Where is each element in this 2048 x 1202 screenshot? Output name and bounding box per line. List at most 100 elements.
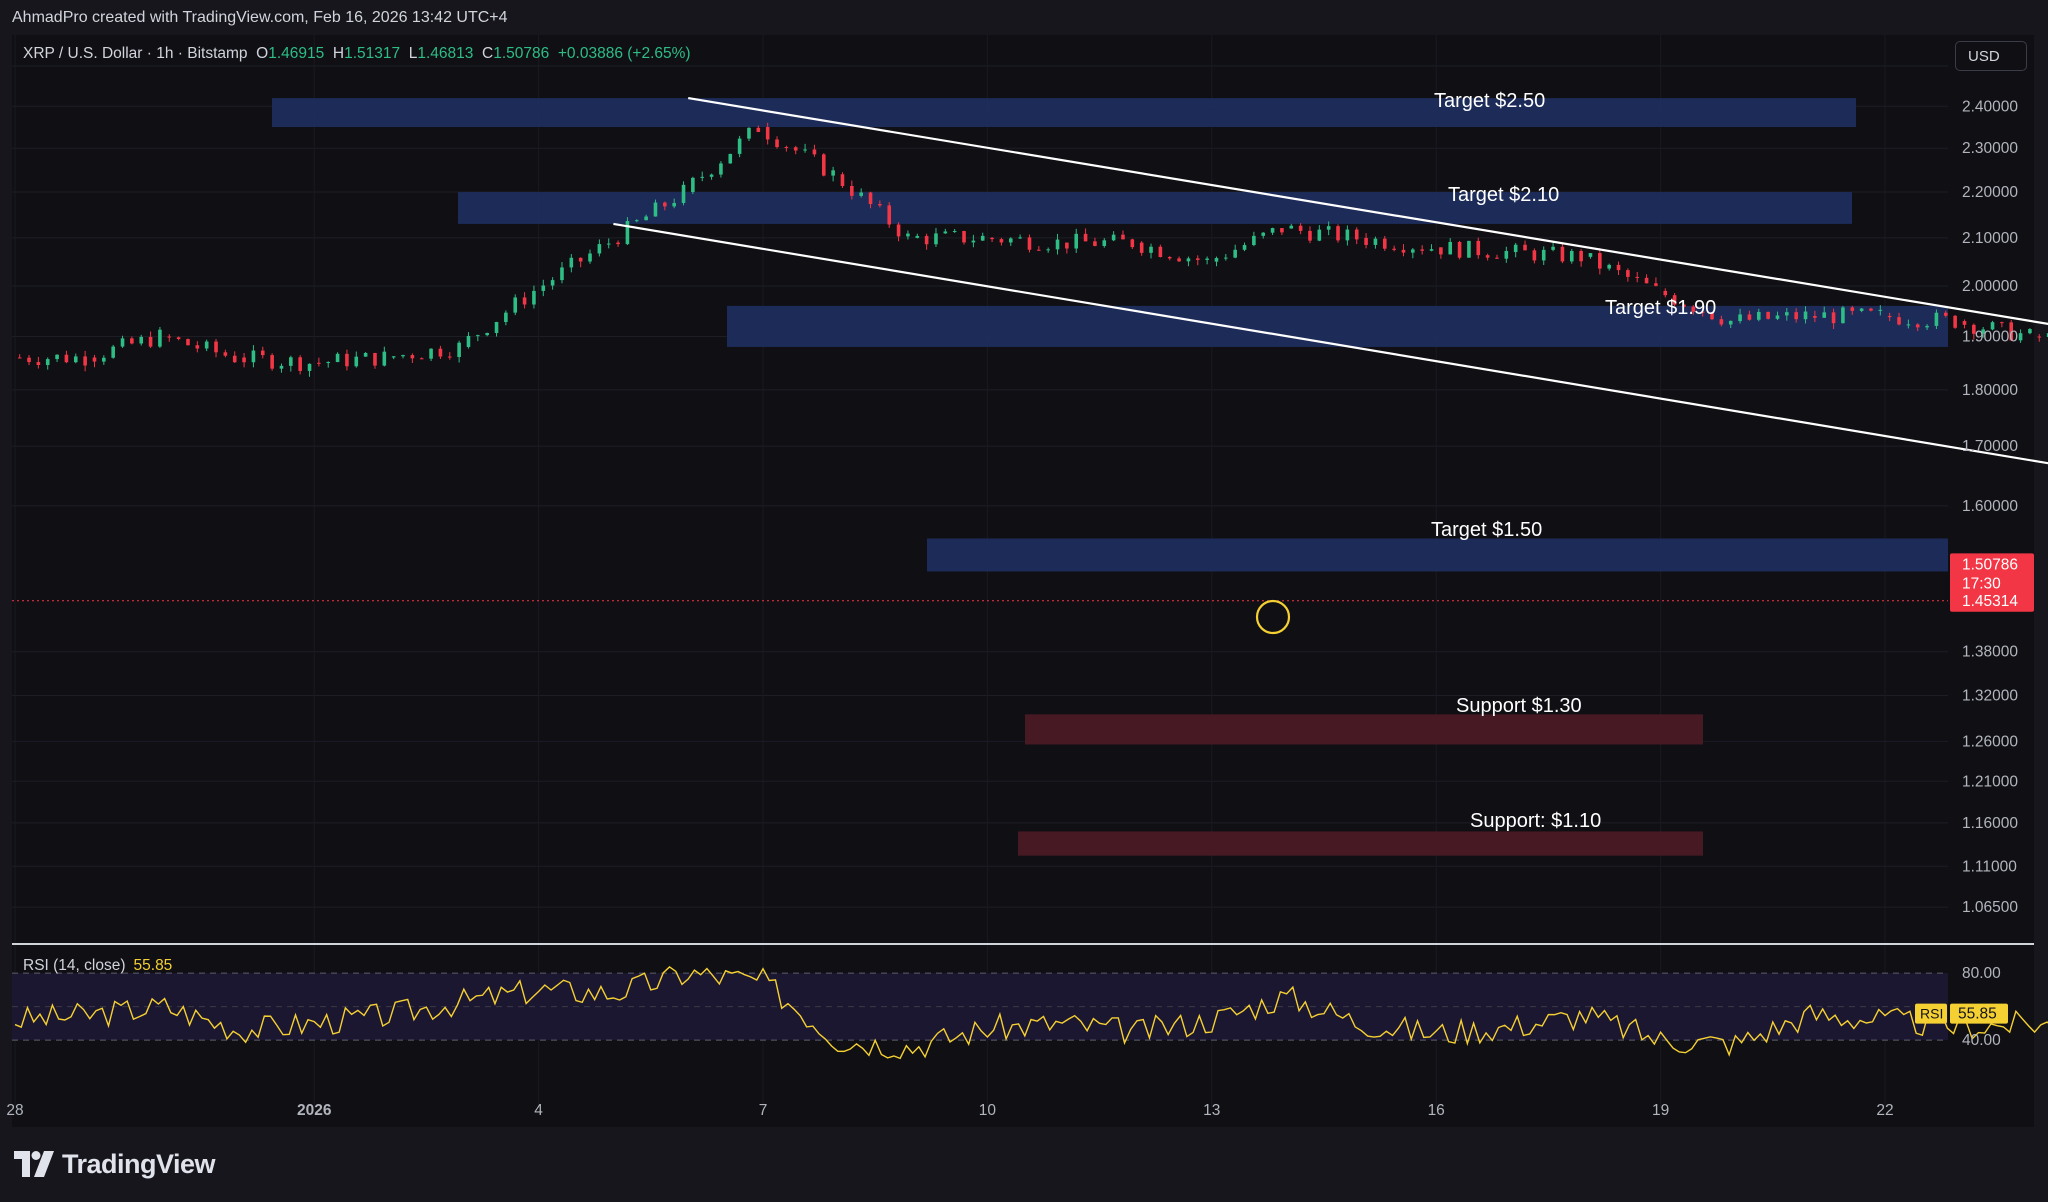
candle [737, 138, 742, 154]
candle [541, 285, 546, 291]
candle [1354, 229, 1359, 240]
candle [2018, 333, 2023, 341]
candle [1373, 238, 1378, 245]
candle [1953, 315, 1957, 328]
open-label: O [256, 45, 269, 62]
candle [1887, 315, 1892, 318]
x-tick-label: 19 [1652, 1102, 1669, 1119]
x-tick-label: 22 [1876, 1102, 1893, 1119]
candle [1616, 264, 1621, 271]
chart-header: AhmadPro created with TradingView.com, F… [0, 0, 2048, 34]
candle [83, 356, 87, 366]
candle [1551, 246, 1555, 250]
candle [476, 335, 480, 337]
candle [1027, 237, 1032, 250]
candle [1261, 232, 1266, 236]
y-tick-label: 2.30000 [1962, 140, 2018, 157]
candle [803, 149, 807, 151]
candle [1962, 321, 1967, 325]
candle [382, 351, 387, 366]
close-label: C [482, 45, 494, 62]
y-tick-label: 1.60000 [1962, 498, 2018, 515]
candle [1813, 315, 1817, 318]
y-tick-label: 1.06500 [1962, 899, 2018, 916]
candle [1083, 233, 1088, 242]
candle [2000, 322, 2004, 324]
candle [728, 153, 733, 164]
breakout-circle-marker [1255, 599, 1291, 635]
candle [167, 336, 172, 338]
candle [73, 356, 78, 363]
candle [1756, 311, 1761, 320]
candle [934, 233, 938, 245]
change-value: +0.03886 (+2.65%) [557, 45, 691, 62]
candle [1925, 325, 1929, 328]
y-tick-label: 2.00000 [1962, 278, 2018, 295]
open-value: 1.46915 [268, 45, 325, 62]
currency-button[interactable]: USD [1955, 41, 2027, 71]
candle [17, 357, 22, 359]
candle [1102, 240, 1107, 246]
candle [578, 257, 583, 262]
candle [1859, 308, 1864, 311]
candle [1906, 324, 1911, 326]
candle [1691, 306, 1696, 312]
zone-label-1: Target $2.10 [1448, 184, 1559, 206]
candle [831, 170, 835, 176]
candle [186, 339, 190, 346]
candle [1700, 311, 1705, 313]
candle [1588, 253, 1593, 257]
reference-price-tag [1950, 590, 2034, 612]
candle [971, 240, 976, 243]
rsi-line [14, 966, 2048, 1060]
zone-label-4: Support $1.30 [1456, 695, 1582, 717]
zone-label-5: Support: $1.10 [1470, 810, 1601, 832]
candle [1457, 241, 1462, 258]
candle [1579, 250, 1583, 262]
candle [1841, 307, 1845, 324]
zone-label-0: Target $2.50 [1434, 90, 1545, 112]
zone-label-2: Target $1.90 [1605, 297, 1716, 319]
candle [943, 231, 948, 234]
rsi-name-tag-label: RSI [1920, 1006, 1943, 1022]
candle [812, 149, 817, 155]
candle [1270, 228, 1275, 233]
candle [1654, 283, 1658, 286]
reference-price-label: 1.45314 [1962, 593, 2018, 610]
candle [1046, 249, 1050, 251]
candle [924, 235, 929, 245]
rsi-legend-value: 55.85 [133, 957, 173, 974]
zone-support-5 [1018, 831, 1703, 856]
candle [906, 233, 910, 237]
candle [1195, 258, 1200, 260]
candle [1139, 242, 1144, 253]
candle [148, 336, 153, 347]
candle [1008, 238, 1013, 243]
candle [1990, 322, 1995, 330]
candle [1242, 245, 1247, 250]
high-label: H [332, 45, 345, 62]
candle [1607, 264, 1611, 269]
candle [513, 297, 518, 313]
y-tick-label: 1.38000 [1962, 644, 2018, 661]
rsi-legend-label[interactable]: RSI (14, close) [23, 957, 126, 974]
symbol-title[interactable]: XRP / U.S. Dollar · 1h · Bitstamp [23, 45, 248, 62]
candle [1869, 308, 1873, 311]
candle [1382, 238, 1387, 249]
candle [1569, 250, 1574, 262]
candle [1289, 225, 1294, 229]
candle [522, 297, 527, 305]
y-tick-label: 1.32000 [1962, 688, 2018, 705]
candle [195, 345, 200, 349]
zone-target-1 [458, 192, 1852, 224]
tradingview-logo[interactable]: TradingView [14, 1148, 216, 1180]
candle [1943, 312, 1948, 316]
candle [1392, 248, 1396, 250]
candle [102, 357, 106, 362]
candle [821, 154, 826, 176]
candle [1130, 239, 1135, 248]
candle [1158, 246, 1163, 258]
candle [1981, 329, 1985, 334]
candle [242, 357, 246, 363]
